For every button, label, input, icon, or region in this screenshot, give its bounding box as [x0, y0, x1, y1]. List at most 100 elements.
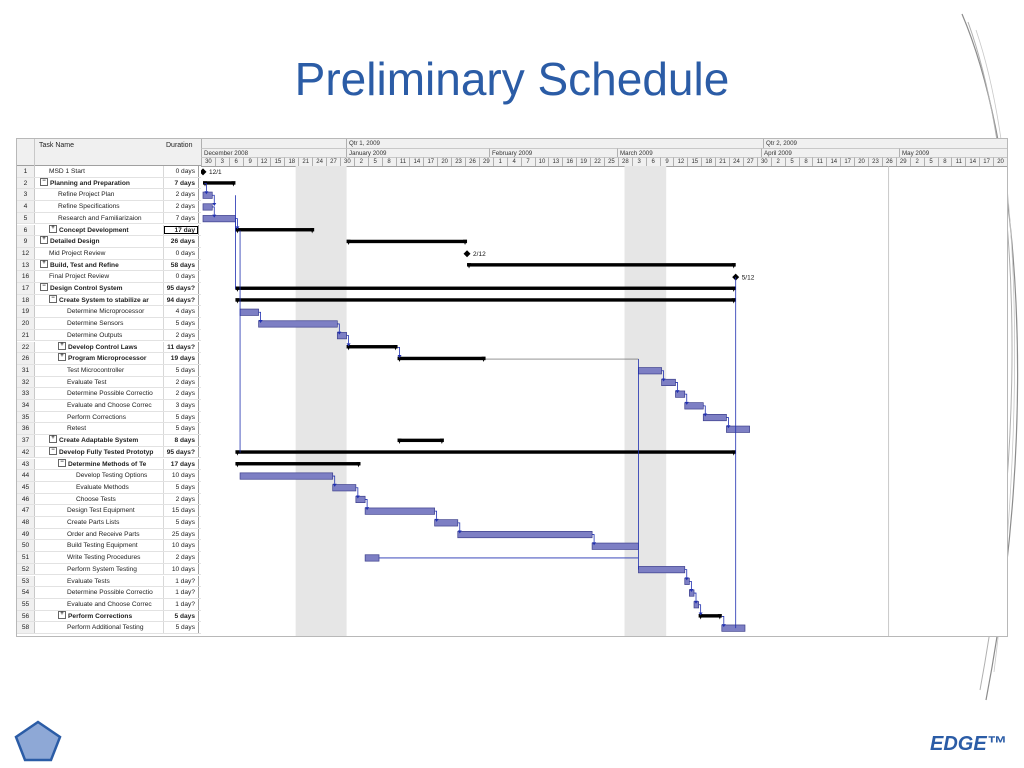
collapse-icon[interactable]: −	[40, 283, 48, 292]
duration-cell[interactable]: 10 days	[163, 540, 199, 552]
table-row[interactable]: 5 Research and Familiarizaion 7 days	[17, 212, 201, 225]
task-name-cell[interactable]: + Create Adaptable System	[36, 435, 163, 446]
duration-cell[interactable]: 1 day?	[163, 587, 199, 598]
duration-cell[interactable]: 5 days	[163, 423, 199, 435]
table-row[interactable]: 4 Refine Specifications 2 days	[17, 201, 201, 213]
task-name-cell[interactable]: Research and Familiarizaion	[36, 213, 163, 224]
expand-icon[interactable]: +	[58, 353, 66, 362]
table-row[interactable]: 12 Mid Project Review 0 days	[17, 247, 201, 260]
duration-cell[interactable]: 2 days	[163, 388, 199, 399]
duration-cell[interactable]: 95 days?	[163, 446, 199, 458]
table-row[interactable]: 9 + Detailed Design 26 days	[17, 236, 201, 248]
duration-cell[interactable]: 58 days	[163, 259, 199, 271]
task-name-column-header[interactable]: Task Name	[39, 142, 75, 149]
task-name-cell[interactable]: MSD 1 Start	[36, 166, 163, 177]
table-row[interactable]: 54 Determine Possible Correctio 1 day?	[17, 587, 201, 599]
table-row[interactable]: 3 Refine Project Plan 2 days	[17, 189, 201, 202]
table-row[interactable]: 34 Evaluate and Choose Correc 3 days	[17, 400, 201, 412]
task-name-cell[interactable]: Evaluate Test	[36, 377, 163, 388]
table-row[interactable]: 35 Perform Corrections 5 days	[17, 411, 201, 424]
duration-cell[interactable]: 2 days	[163, 552, 199, 563]
duration-cell[interactable]: 17 day	[163, 224, 199, 236]
duration-cell[interactable]: 5 days	[163, 481, 199, 493]
duration-cell[interactable]: 5 days	[163, 318, 199, 329]
table-row[interactable]: 45 Evaluate Methods 5 days	[17, 481, 201, 494]
duration-cell[interactable]: 5 days	[163, 517, 199, 528]
task-name-cell[interactable]: Evaluate and Choose Correc	[36, 400, 163, 411]
task-name-cell[interactable]: Determine Sensors	[36, 318, 163, 329]
task-name-cell[interactable]: + Concept Development	[36, 224, 163, 236]
expand-icon[interactable]: +	[49, 224, 57, 233]
task-name-cell[interactable]: − Determine Methods of Te	[36, 458, 163, 470]
task-name-cell[interactable]: Determine Possible Correctio	[36, 587, 163, 598]
task-name-cell[interactable]: Evaluate Tests	[36, 576, 163, 587]
table-row[interactable]: 32 Evaluate Test 2 days	[17, 376, 201, 389]
duration-cell[interactable]: 8 days	[163, 435, 199, 446]
expand-icon[interactable]: +	[58, 610, 66, 619]
task-name-cell[interactable]: − Design Control System	[36, 283, 163, 294]
table-row[interactable]: 53 Evaluate Tests 1 day?	[17, 575, 201, 588]
task-name-cell[interactable]: Write Testing Procedures	[36, 552, 163, 563]
duration-cell[interactable]: 4 days	[163, 306, 199, 318]
task-name-cell[interactable]: Choose Tests	[36, 494, 163, 505]
task-name-cell[interactable]: + Detailed Design	[36, 236, 163, 247]
table-row[interactable]: 20 Determine Sensors 5 days	[17, 318, 201, 330]
duration-cell[interactable]: 11 days?	[163, 341, 199, 353]
duration-cell[interactable]: 7 days	[163, 212, 199, 224]
table-row[interactable]: 52 Perform System Testing 10 days	[17, 563, 201, 576]
table-row[interactable]: 16 Final Project Review 0 days	[17, 271, 201, 283]
table-row[interactable]: 33 Determine Possible Correctio 2 days	[17, 388, 201, 400]
table-row[interactable]: 17− Design Control System 95 days?	[17, 283, 201, 295]
duration-cell[interactable]: 3 days	[163, 400, 199, 411]
table-row[interactable]: 42− Develop Fully Tested Prototyp 95 days?	[17, 446, 201, 459]
table-row[interactable]: 51 Write Testing Procedures 2 days	[17, 552, 201, 564]
table-row[interactable]: 48 Create Parts Lists 5 days	[17, 517, 201, 529]
task-name-cell[interactable]: + Develop Control Laws	[36, 341, 163, 353]
task-name-cell[interactable]: Design Test Equipment	[36, 505, 163, 516]
table-row[interactable]: 43− Determine Methods of Te 17 days	[17, 458, 201, 471]
duration-cell[interactable]: 5 days	[163, 622, 199, 633]
expand-icon[interactable]: +	[40, 236, 48, 245]
duration-cell[interactable]: 2 days	[163, 376, 199, 388]
table-row[interactable]: 49 Order and Receive Parts 25 days	[17, 528, 201, 541]
task-name-cell[interactable]: Refine Specifications	[36, 201, 163, 212]
expand-icon[interactable]: +	[40, 259, 48, 268]
table-row[interactable]: 18− Create System to stabilize ar 94 days?	[17, 294, 201, 307]
table-row[interactable]: 44 Develop Testing Options 10 days	[17, 470, 201, 482]
table-row[interactable]: 21 Determine Outputs 2 days	[17, 329, 201, 342]
duration-cell[interactable]: 5 days	[163, 411, 199, 423]
task-name-cell[interactable]: + Program Microprocessor	[36, 353, 163, 364]
table-row[interactable]: 37 + Create Adaptable System 8 days	[17, 435, 201, 447]
collapse-icon[interactable]: −	[49, 447, 57, 456]
task-name-cell[interactable]: Mid Project Review	[36, 248, 163, 259]
table-row[interactable]: 26 + Program Microprocessor 19 days	[17, 353, 201, 365]
collapse-icon[interactable]: −	[40, 177, 48, 186]
duration-cell[interactable]: 5 days	[163, 610, 199, 622]
task-name-cell[interactable]: − Planning and Preparation	[36, 177, 163, 189]
table-row[interactable]: 46 Choose Tests 2 days	[17, 493, 201, 506]
table-row[interactable]: 1 MSD 1 Start 0 days	[17, 166, 201, 178]
task-name-cell[interactable]: + Build, Test and Refine	[36, 259, 163, 271]
collapse-icon[interactable]: −	[58, 458, 66, 467]
task-name-cell[interactable]: Build Testing Equipment	[36, 540, 163, 551]
duration-cell[interactable]: 2 days	[163, 493, 199, 505]
table-row[interactable]: 56 + Perform Corrections 5 days	[17, 610, 201, 623]
duration-cell[interactable]: 10 days	[163, 470, 199, 481]
task-name-cell[interactable]: Test Microcontroller	[36, 365, 163, 376]
task-name-cell[interactable]: Determine Outputs	[36, 330, 163, 341]
duration-cell[interactable]: 94 days?	[163, 294, 199, 306]
duration-cell[interactable]: 1 day?	[163, 598, 199, 610]
expand-icon[interactable]: +	[58, 341, 66, 350]
duration-cell[interactable]: 19 days	[163, 353, 199, 364]
task-name-cell[interactable]: Final Project Review	[36, 271, 163, 282]
task-name-cell[interactable]: Perform Corrections	[36, 412, 163, 423]
duration-cell[interactable]: 26 days	[163, 236, 199, 247]
table-row[interactable]: 2− Planning and Preparation 7 days	[17, 177, 201, 190]
duration-cell[interactable]: 0 days	[163, 271, 199, 282]
task-name-cell[interactable]: − Create System to stabilize ar	[36, 294, 163, 306]
task-name-cell[interactable]: Refine Project Plan	[36, 189, 163, 200]
table-row[interactable]: 55 Evaluate and Choose Correc 1 day?	[17, 598, 201, 611]
table-row[interactable]: 6 + Concept Development 17 day	[17, 224, 201, 237]
duration-cell[interactable]: 2 days	[163, 201, 199, 212]
table-row[interactable]: 50 Build Testing Equipment 10 days	[17, 540, 201, 553]
